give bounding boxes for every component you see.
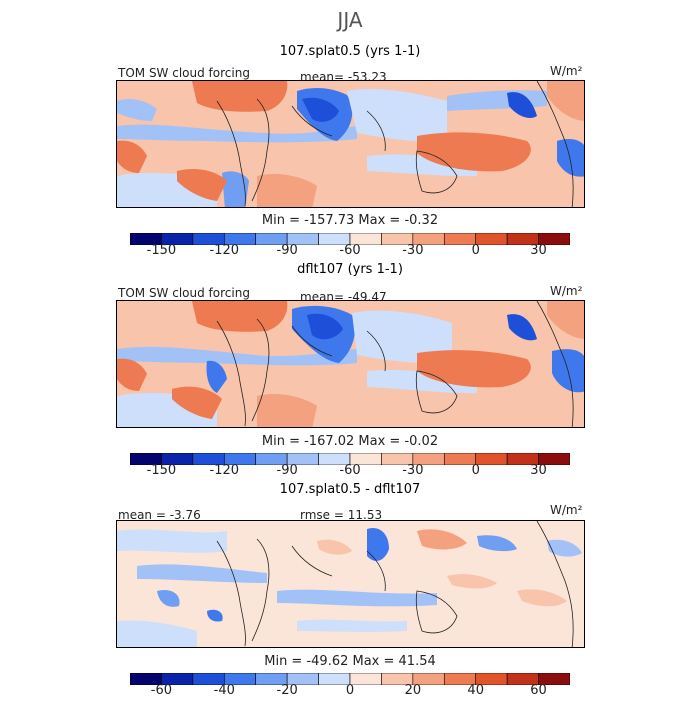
colorbar-tick-label: -30 <box>402 243 424 258</box>
panel-2-map <box>116 300 585 428</box>
colorbar-tick-label: -150 <box>146 463 177 478</box>
panel-2-variable-label: TOM SW cloud forcing <box>118 286 250 300</box>
panel-3-map-field <box>117 521 584 647</box>
panel-3-minmax-label: Min = -49.62 Max = 41.54 <box>264 654 436 669</box>
panel-2-units-label: W/m² <box>550 284 583 298</box>
panel-3-map <box>116 520 585 648</box>
colorbar-tick-label: 20 <box>404 683 422 698</box>
panel-3-units-label: W/m² <box>550 503 583 517</box>
panel-2-minmax-label: Min = -167.02 Max = -0.02 <box>261 434 439 449</box>
panel-1-variable-label: TOM SW cloud forcing <box>118 66 250 80</box>
colorbar-tick-label: 30 <box>530 243 547 258</box>
colorbar-tick-label: -30 <box>402 463 424 478</box>
colorbar-tick-label: 0 <box>471 243 480 258</box>
colorbar-tick-label: -120 <box>209 243 240 258</box>
colorbar-tick-label: 40 <box>467 683 484 698</box>
colorbar-tick-label: -90 <box>276 463 298 478</box>
colorbar-tick-label: 30 <box>530 463 547 478</box>
colorbar-tick-label: -150 <box>146 243 177 258</box>
panel-1-map-field <box>117 81 584 207</box>
colorbar-tick-label: -20 <box>276 683 298 698</box>
panel-3-colorbar-svg <box>129 672 571 686</box>
panel-1-title: 107.splat0.5 (yrs 1-1) <box>279 44 421 59</box>
colorbar-tick-label: 0 <box>345 683 355 698</box>
panel-3-colorbar-ticks: -60 -40 -20 0 20 40 60 <box>130 683 570 701</box>
panel-2-title: dflt107 (yrs 1-1) <box>297 262 403 277</box>
colorbar-tick-label: 0 <box>471 463 480 478</box>
colorbar-tick-label: -60 <box>150 683 173 698</box>
colorbar-tick-label: -60 <box>339 243 361 258</box>
panel-1-colorbar-ticks: -150 -120 -90 -60 -30 0 30 <box>130 243 570 261</box>
panel-3-mean-label: mean = -3.76 <box>118 508 201 522</box>
panel-1-colorbar-svg <box>129 232 571 246</box>
panel-1-units-label: W/m² <box>550 64 583 78</box>
colorbar-tick-label: 60 <box>530 683 547 698</box>
colorbar-tick-label: -40 <box>213 683 235 698</box>
panel-2-colorbar <box>129 450 571 466</box>
panel-2-colorbar-svg <box>129 452 571 466</box>
panel-1-map <box>116 80 585 208</box>
colorbar-tick-label: -120 <box>209 463 240 478</box>
panel-2-colorbar-ticks: -150 -120 -90 -60 -30 0 30 <box>130 463 570 481</box>
panel-1-colorbar <box>129 230 571 246</box>
panel-3-rmse-label: rmse = 11.53 <box>300 508 383 522</box>
panel-1-minmax-label: Min = -157.73 Max = -0.32 <box>261 213 439 228</box>
figure-season-title: JJA <box>337 8 363 32</box>
colorbar-tick-label: -90 <box>276 243 298 258</box>
panel-3-title: 107.splat0.5 - dflt107 <box>279 482 421 497</box>
panel-3-colorbar <box>129 670 571 686</box>
colorbar-tick-label: -60 <box>339 463 361 478</box>
panel-2-map-field <box>117 301 584 427</box>
